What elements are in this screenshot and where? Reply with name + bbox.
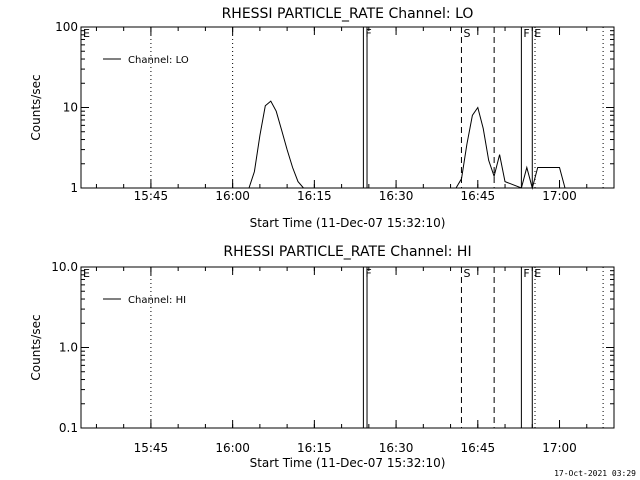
x-tick-label: 17:00 xyxy=(542,441,577,455)
x-tick-label: 16:30 xyxy=(379,441,414,455)
event-marker-label: S xyxy=(463,267,470,280)
event-marker-label: F xyxy=(365,267,371,280)
x-tick-label: 16:30 xyxy=(379,189,414,203)
x-tick-label: 15:45 xyxy=(134,441,169,455)
y-tick-label: 1.0 xyxy=(59,341,78,355)
x-tick-label: 16:15 xyxy=(297,441,332,455)
x-tick-label: 17:00 xyxy=(542,189,577,203)
event-marker-label: S xyxy=(463,27,470,40)
event-marker-label: E xyxy=(534,27,541,40)
legend-label: Channel: HI xyxy=(128,295,186,306)
x-tick-label: 16:15 xyxy=(297,189,332,203)
series-line xyxy=(248,100,566,190)
x-tick-label: 16:00 xyxy=(215,189,250,203)
event-marker-label: E xyxy=(83,27,90,40)
legend-label: Channel: LO xyxy=(128,55,189,66)
x-tick-label: 15:45 xyxy=(134,189,169,203)
chart-title: RHESSI PARTICLE_RATE Channel: LO xyxy=(222,6,474,22)
x-axis-label: Start Time (11-Dec-07 15:32:10) xyxy=(250,216,446,230)
x-tick-label: 16:45 xyxy=(461,189,496,203)
event-marker-label: E xyxy=(83,267,90,280)
x-axis-label: Start Time (11-Dec-07 15:32:10) xyxy=(250,456,446,470)
plot-frame xyxy=(80,266,615,429)
x-tick-label: 16:45 xyxy=(461,441,496,455)
event-marker-label: E xyxy=(534,267,541,280)
y-tick-label: 10 xyxy=(63,101,78,115)
lo-channel-panel: RHESSI PARTICLE_RATE Channel: LO Counts/s… xyxy=(29,6,615,230)
plot-frame xyxy=(80,26,615,189)
y-tick-label: 100 xyxy=(55,20,78,34)
y-tick-label: 1 xyxy=(70,181,78,195)
event-marker-label: F xyxy=(523,267,529,280)
x-tick-label: 16:00 xyxy=(215,441,250,455)
event-marker-label: F xyxy=(523,27,529,40)
y-axis-label: Counts/sec xyxy=(29,74,43,140)
hi-channel-panel: RHESSI PARTICLE_RATE Channel: HI Counts/s… xyxy=(29,244,615,470)
y-tick-label: 10.0 xyxy=(51,260,78,274)
event-marker-label: F xyxy=(365,27,371,40)
y-tick-label: 0.1 xyxy=(59,421,78,435)
chart-title: RHESSI PARTICLE_RATE Channel: HI xyxy=(223,244,471,260)
y-axis-label: Counts/sec xyxy=(29,314,43,380)
footer-timestamp: 17-Oct-2021 03:29 xyxy=(554,469,636,478)
